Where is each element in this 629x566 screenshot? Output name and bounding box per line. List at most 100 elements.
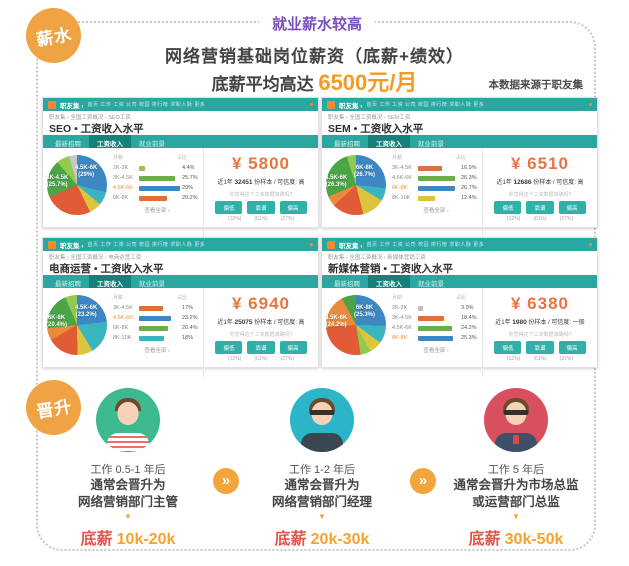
vote-ok-button[interactable]: 靠谱 — [247, 201, 275, 214]
tab-salary-income[interactable]: 工资收入 — [89, 275, 131, 288]
salary-pie-chart — [47, 155, 107, 215]
card-content: 6K-8K (26.7%) 4.5K-6K (26.3%) 月薪 占比 3K-4.5K… — [322, 148, 597, 237]
salary-bar — [418, 325, 452, 331]
card-title: 新媒体营销 • 工资收入水平 — [328, 263, 454, 275]
vote-ok-button[interactable]: 靠谱 — [526, 341, 554, 354]
step-line2: 网络营销部门经理 — [271, 494, 372, 509]
avatar-manager — [290, 388, 354, 452]
vote-buttons: 偏低 靠谱 偏高 — [483, 201, 597, 214]
vote-captions: (12%) (61%) (27%) — [227, 356, 295, 362]
tab-salary-income[interactable]: 工资收入 — [368, 135, 410, 148]
jobui-logo[interactable]: 职友集 › — [339, 102, 363, 110]
step-line1: 通常会晋升为市场总监 — [453, 478, 579, 492]
pie-chart-wrap: 4.5K-6K (23.2%) 6K-8K (20.4%) — [43, 288, 111, 377]
mini-nav-links[interactable]: 首页 工作 工资 公司 校园 排行榜 求职人脉 更多 — [366, 242, 485, 248]
vote-low-button[interactable]: 偏低 — [494, 201, 522, 214]
promotion-section-badge: 晋升 — [26, 380, 81, 435]
promotion-badge-label: 晋升 — [34, 396, 74, 422]
tab-job-outlook[interactable]: 就业前景 — [418, 141, 444, 148]
view-all-link[interactable]: 查看全部 › — [144, 348, 170, 354]
vote-low-button[interactable]: 偏低 — [215, 201, 243, 214]
sample-info: 近1年 25075 份样本 / 可信度: 高 — [217, 319, 305, 326]
col-salary: 月薪 — [113, 295, 124, 301]
col-ratio: 占比 — [177, 155, 188, 161]
salary-bar — [139, 165, 146, 171]
vote-low-button[interactable]: 偏低 — [494, 341, 522, 354]
mini-browser-navbar: 职友集 › 首页 工作 工资 公司 校园 排行榜 求职人脉 更多 — [43, 98, 318, 111]
list-header: 月薪 占比 — [390, 294, 482, 301]
tab-salary-income[interactable]: 工资收入 — [368, 275, 410, 288]
vote-high-button[interactable]: 偏高 — [558, 201, 586, 214]
view-all-link[interactable]: 查看全部 › — [423, 208, 449, 214]
salary-bar — [139, 315, 172, 321]
pie-label-main: 4.5K-6K (23.2%) — [75, 305, 98, 318]
vote-prompt: 你觉得这个工资数据准确吗? — [508, 332, 572, 338]
list-header: 月薪 占比 — [111, 154, 203, 161]
salary-bar — [418, 335, 454, 341]
average-salary: ¥ 5800 — [232, 154, 290, 173]
salary-summary-panel: ¥ 6510 近1年 12686 份样本 / 可信度: 高 你觉得这个工资数据准… — [482, 148, 597, 237]
sample-info: 近1年 12686 份样本 / 可信度: 高 — [496, 179, 584, 186]
salary-range-list: 月薪 占比 3K-4.5K 16.9% 4.5K-6K 26.3% 6K-8K 26.7… — [390, 148, 482, 237]
breadcrumb[interactable]: 职友集 › 全国工资概况 › 电商运营工资 — [49, 255, 142, 261]
breadcrumb[interactable]: 职友集 › 全国工资概况 › SEO工资 — [49, 115, 131, 121]
tab-latest-jobs[interactable]: 最新招聘 — [334, 281, 360, 288]
tab-job-outlook[interactable]: 就业前景 — [139, 281, 165, 288]
col-ratio: 占比 — [456, 155, 467, 161]
card-title: SEO • 工资收入水平 — [49, 123, 144, 135]
pie-label-main: 6K-8K (25.3%) — [354, 305, 376, 318]
jobui-logo-icon — [48, 100, 56, 109]
card-content: 4.5K-6K (23.2%) 6K-8K (20.4%) 月薪 占比 3K-4.5K… — [43, 288, 318, 377]
tab-latest-jobs[interactable]: 最新招聘 — [334, 141, 360, 148]
tab-job-outlook[interactable]: 就业前景 — [418, 281, 444, 288]
tab-job-outlook[interactable]: 就业前景 — [139, 141, 165, 148]
breadcrumb[interactable]: 职友集 › 全国工资概况 › 新媒体营销工资 — [328, 255, 426, 261]
vote-prompt: 你觉得这个工资数据准确吗? — [229, 192, 293, 198]
jobui-logo-icon — [327, 100, 335, 109]
salary-bar — [418, 305, 424, 311]
vote-high-button[interactable]: 偏高 — [558, 341, 586, 354]
jobui-logo-icon — [48, 240, 56, 249]
vote-buttons: 偏低 靠谱 偏高 — [204, 201, 318, 214]
headline-title: 网络营销基础岗位薪资（底薪+绩效） — [165, 47, 464, 66]
jobui-logo[interactable]: 职友集 › — [60, 102, 84, 110]
vote-high-button[interactable]: 偏高 — [279, 341, 307, 354]
salary-row: 3K-4.5K 17% — [113, 305, 194, 311]
jobui-logo[interactable]: 职友集 › — [60, 242, 84, 250]
card-tabs: 最新招聘 工资收入 就业前景 — [322, 275, 597, 288]
vote-high-button[interactable]: 偏高 — [279, 201, 307, 214]
salary-bar — [139, 325, 168, 331]
mini-nav-links[interactable]: 首页 工作 工资 公司 校园 排行榜 求职人脉 更多 — [87, 242, 206, 248]
vote-ok-button[interactable]: 靠谱 — [526, 201, 554, 214]
mini-nav-links[interactable]: 首页 工作 工资 公司 校园 排行榜 求职人脉 更多 — [87, 102, 206, 108]
salary-row: 4.5K-6K 26.3% — [392, 175, 477, 181]
breadcrumb[interactable]: 职友集 › 全国工资概况 › SEM工资 — [328, 115, 411, 121]
pie-label-side: 3K-4.5K (25.7%) — [46, 175, 69, 188]
avatar-supervisor — [96, 388, 160, 452]
avatar-director — [484, 388, 548, 452]
tab-latest-jobs[interactable]: 最新招聘 — [55, 141, 81, 148]
subtitle-prefix: 底薪平均高达 — [211, 75, 319, 94]
salary-card-ecommerce: 职友集 › 首页 工作 工资 公司 校园 排行榜 求职人脉 更多 职友集 › 全… — [42, 237, 319, 377]
step-salary: 底薪 20k-30k — [274, 531, 370, 548]
list-header: 月薪 占比 — [111, 294, 203, 301]
jobui-logo[interactable]: 职友集 › — [339, 242, 363, 250]
view-all-link[interactable]: 查看全部 › — [423, 348, 449, 354]
vote-low-button[interactable]: 偏低 — [215, 341, 243, 354]
vote-prompt: 你觉得这个工资数据准确吗? — [229, 332, 293, 338]
view-all-link[interactable]: 查看全部 › — [144, 208, 170, 214]
tab-salary-income[interactable]: 工资收入 — [89, 135, 131, 148]
col-salary: 月薪 — [113, 155, 124, 161]
avatar-face — [117, 402, 139, 425]
salary-bar — [139, 305, 163, 311]
promotion-step-3: 工作 5 年后 通常会晋升为市场总监 或运营部门总监 ▼ 底薪 30k-50k — [421, 388, 611, 549]
mini-browser-navbar: 职友集 › 首页 工作 工资 公司 校园 排行榜 求职人脉 更多 — [322, 238, 597, 251]
vote-ok-button[interactable]: 靠谱 — [247, 341, 275, 354]
mini-nav-links[interactable]: 首页 工作 工资 公司 校园 排行榜 求职人脉 更多 — [366, 102, 485, 108]
salary-row: 4.5K-6K 23.2% — [113, 315, 198, 321]
average-salary: ¥ 6940 — [232, 294, 290, 313]
tab-latest-jobs[interactable]: 最新招聘 — [55, 281, 81, 288]
salary-range-list: 月薪 占比 2K-3K 4.4% 3K-4.5K 25.7% 4.5K-6K 29% 6… — [111, 148, 203, 237]
salary-row: 4.5K-6K 24.2% — [392, 325, 477, 331]
next-step-arrow-icon: » — [213, 468, 239, 494]
